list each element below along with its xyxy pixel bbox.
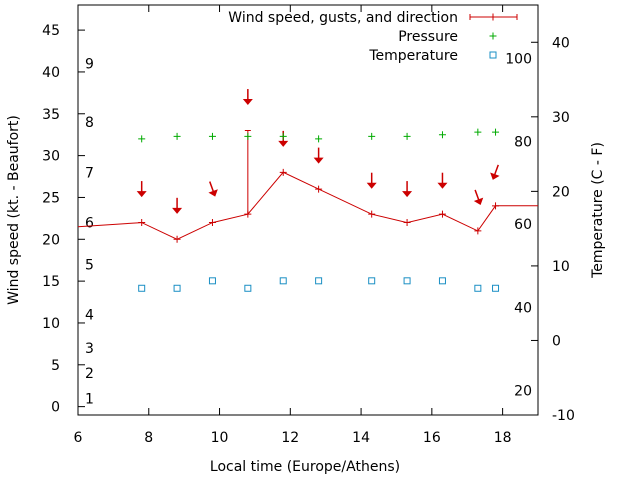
y-axis-label-right: Temperature (C - F) xyxy=(590,142,606,279)
wind-speed-point xyxy=(208,219,216,227)
temperature-point xyxy=(208,277,216,285)
wind-direction-arrow xyxy=(366,172,377,189)
y-tick-label-right: 20 xyxy=(552,184,570,200)
fahrenheit-label: 100 xyxy=(505,52,532,68)
wind-direction-arrow xyxy=(313,147,324,164)
temperature-point xyxy=(438,277,446,285)
pressure-point xyxy=(279,132,287,140)
wind-direction-arrow xyxy=(136,181,147,198)
temperature-point xyxy=(138,284,146,292)
y-tick-label-left: 40 xyxy=(42,65,60,81)
wind-direction-arrow xyxy=(473,189,484,205)
pressure-point xyxy=(474,128,482,136)
y-tick-label-right: 10 xyxy=(552,259,570,275)
pressure-point xyxy=(244,132,252,140)
y-tick-label-left: 15 xyxy=(42,274,60,290)
wind-direction-arrow xyxy=(437,172,448,189)
wind-speed-point xyxy=(315,185,323,193)
y-tick-label-right: 0 xyxy=(552,333,561,349)
wind-speed-point xyxy=(173,235,181,243)
temperature-point xyxy=(315,277,323,285)
wind-speed-point xyxy=(368,210,376,218)
legend-label-wind: Wind speed, gusts, and direction xyxy=(228,10,458,26)
x-tick-label: 8 xyxy=(144,430,153,446)
fahrenheit-label: 60 xyxy=(514,217,532,233)
beaufort-label: 9 xyxy=(85,57,94,73)
temperature-point xyxy=(279,277,287,285)
pressure-point xyxy=(368,132,376,140)
beaufort-label: 5 xyxy=(85,257,94,273)
legend: Wind speed, gusts, and direction Pressure… xyxy=(228,10,518,64)
y-tick-label-left: 35 xyxy=(42,107,60,123)
legend-swatch-wind-marker xyxy=(489,13,497,21)
wind-direction-arrow xyxy=(490,164,500,180)
x-tick-label: 16 xyxy=(423,430,441,446)
legend-label-temperature: Temperature xyxy=(368,48,458,64)
beaufort-label: 3 xyxy=(85,341,94,357)
pressure-point xyxy=(208,132,216,140)
x-tick-label: 10 xyxy=(211,430,229,446)
temperature-point xyxy=(403,277,411,285)
pressure-point xyxy=(403,132,411,140)
y-tick-label-right: 40 xyxy=(552,35,570,51)
y-tick-label-left: 0 xyxy=(51,400,60,416)
plot-frame xyxy=(77,4,539,416)
beaufort-label: 1 xyxy=(85,391,94,407)
data-layer xyxy=(77,89,538,292)
legend-swatch-pressure xyxy=(489,32,497,40)
wind-direction-arrow xyxy=(242,89,253,106)
beaufort-label: 2 xyxy=(85,366,94,382)
x-tick-label: 18 xyxy=(494,430,512,446)
wind-direction-arrow xyxy=(402,181,413,198)
fahrenheit-label: 80 xyxy=(514,134,532,150)
y-axis-label-left: Wind speed (kt. - Beaufort) xyxy=(6,115,22,305)
x-axis-label: Local time (Europe/Athens) xyxy=(210,459,400,475)
y-tick-label-left: 45 xyxy=(42,23,60,39)
wind-speed-line xyxy=(77,171,538,240)
y-tick-label-left: 10 xyxy=(42,316,60,332)
wind-speed-point xyxy=(138,219,146,227)
pressure-point xyxy=(438,131,446,139)
x-tick-label: 12 xyxy=(281,430,299,446)
legend-label-pressure: Pressure xyxy=(398,29,458,45)
wind-direction-arrow xyxy=(208,181,218,197)
temperature-point xyxy=(368,277,376,285)
pressure-point xyxy=(492,128,500,136)
beaufort-label: 4 xyxy=(85,308,94,324)
fahrenheit-label: 40 xyxy=(514,301,532,317)
wind-speed-point xyxy=(279,168,287,176)
wind-direction-arrow xyxy=(172,197,183,214)
y-tick-label-left: 20 xyxy=(42,232,60,248)
temperature-point xyxy=(492,284,500,292)
wind-speed-point xyxy=(403,219,411,227)
wind-speed-point xyxy=(438,210,446,218)
temperature-point xyxy=(244,284,252,292)
wind-speed-point xyxy=(492,202,500,210)
x-tick-label: 14 xyxy=(352,430,370,446)
legend-swatch-temperature xyxy=(489,51,497,59)
y-tick-label-right: 30 xyxy=(552,110,570,126)
y-tick-label-left: 30 xyxy=(42,149,60,165)
beaufort-label: 7 xyxy=(85,165,94,181)
y-tick-label-right: -10 xyxy=(552,408,575,424)
fahrenheit-label: 20 xyxy=(514,383,532,399)
ticks-layer: 6 8 10 12 14 16 18051015202530354045-100102030… xyxy=(42,5,575,446)
y-tick-label-left: 25 xyxy=(42,190,60,206)
x-tick-label: 6 xyxy=(74,430,83,446)
pressure-point xyxy=(173,132,181,140)
wind-speed-point xyxy=(474,227,482,235)
temperature-point xyxy=(173,284,181,292)
beaufort-label: 6 xyxy=(85,216,94,232)
temperature-point xyxy=(474,284,482,292)
y-tick-label-left: 5 xyxy=(51,358,60,374)
pressure-point xyxy=(315,135,323,143)
pressure-point xyxy=(138,135,146,143)
beaufort-label: 8 xyxy=(85,115,94,131)
